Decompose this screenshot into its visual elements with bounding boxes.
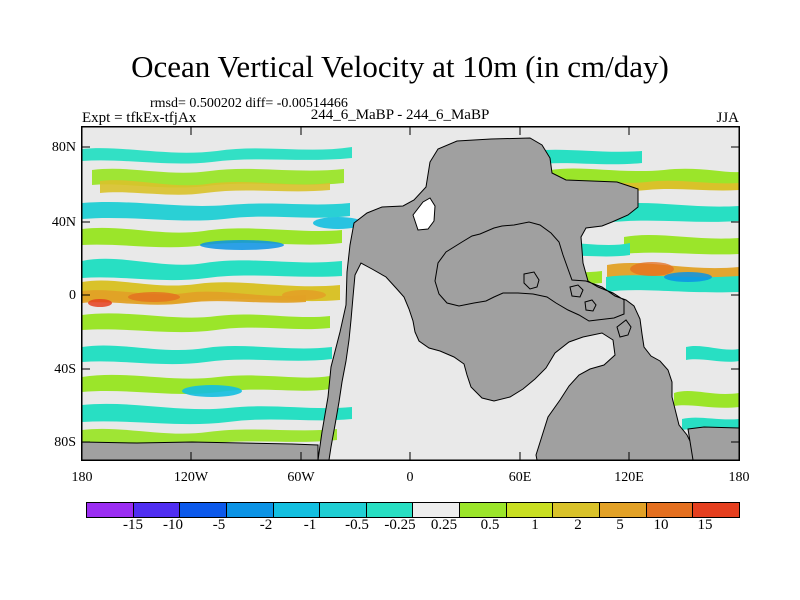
colorbar-label-14: 15 <box>697 517 713 533</box>
longitude-label-180-left: 180 <box>71 470 93 485</box>
comparison-label: 244_6_MaBP - 244_6_MaBP <box>310 107 490 123</box>
colorbar-swatch-4 <box>226 503 274 517</box>
season-label: JJA <box>716 110 739 126</box>
velocity-map <box>82 127 739 460</box>
colorbar-swatch-5 <box>273 503 321 517</box>
colorbar <box>86 502 740 518</box>
longitude-label-60e: 60E <box>508 470 532 485</box>
colorbar-label-5: -1 <box>303 517 317 533</box>
colorbar-swatch-2 <box>133 503 181 517</box>
colorbar-swatch-3 <box>180 503 227 517</box>
latitude-label-0: 0 <box>69 288 76 303</box>
map-panel <box>81 126 740 461</box>
experiment-label: Expt = tfkEx-tfjAx <box>82 110 197 126</box>
longitude-label-0: 0 <box>406 470 414 485</box>
colorbar-label-12: 5 <box>616 517 624 533</box>
colorbar-label-3: -5 <box>212 517 226 533</box>
colorbar-label-11: 2 <box>574 517 582 533</box>
map-ticks <box>82 127 739 460</box>
colorbar-swatch-6 <box>320 503 367 517</box>
colorbar-swatch-8 <box>413 503 461 517</box>
page-title: Ocean Vertical Velocity at 10m (in cm/da… <box>131 49 669 84</box>
colorbar-swatch-1 <box>87 503 134 517</box>
colorbar-swatch-13 <box>646 503 694 517</box>
latitude-label-80s: 80S <box>54 435 76 450</box>
longitude-label-120w: 120W <box>173 470 209 485</box>
landmasses <box>82 137 739 460</box>
latitude-label-80n: 80N <box>51 140 76 155</box>
colorbar-label-8: 0.25 <box>430 517 458 533</box>
longitude-label-120e: 120E <box>614 470 644 485</box>
colorbar-swatch-9 <box>460 503 507 517</box>
colorbar-label-2: -10 <box>163 517 183 533</box>
colorbar-swatch-11 <box>553 503 601 517</box>
latitude-label-40s: 40S <box>54 362 76 377</box>
colorbar-label-1: -15 <box>123 517 143 533</box>
statistics-text: rmsd= 0.500202 diff= -0.00514466 <box>150 96 348 111</box>
colorbar-swatch-10 <box>506 503 554 517</box>
colorbar-label-4: -2 <box>259 517 273 533</box>
latitude-label-40n: 40N <box>51 215 76 230</box>
colorbar-swatch-7 <box>366 503 414 517</box>
colorbar-label-6: -0.5 <box>345 517 369 533</box>
colorbar-swatch-12 <box>600 503 647 517</box>
longitude-label-180-right: 180 <box>728 470 750 485</box>
colorbar-label-10: 1 <box>531 517 539 533</box>
colorbar-label-7: -0.25 <box>384 517 416 533</box>
colorbar-label-13: 10 <box>653 517 669 533</box>
colorbar-swatch-14 <box>693 503 739 517</box>
longitude-label-60w: 60W <box>287 470 315 485</box>
colorbar-label-9: 0.5 <box>480 517 500 533</box>
